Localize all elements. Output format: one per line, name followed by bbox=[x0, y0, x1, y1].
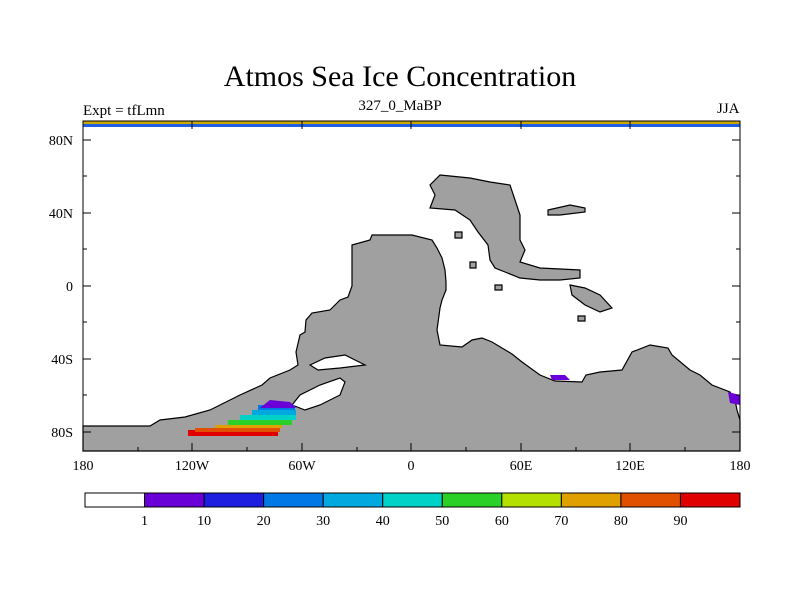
island-6 bbox=[577, 315, 586, 322]
island-4 bbox=[469, 261, 477, 269]
sea-ice-lightblue bbox=[252, 410, 296, 415]
sea-ice-edge-mid bbox=[550, 375, 570, 380]
colorbar-box bbox=[203, 492, 265, 508]
colorbar-box bbox=[84, 492, 146, 508]
lat-ticks bbox=[83, 139, 740, 433]
inland-seas bbox=[291, 354, 368, 411]
colorbar-label: 30 bbox=[316, 514, 330, 529]
lat-labels: 80N 40N 0 40S 80S bbox=[49, 134, 73, 441]
landmass-laurasia bbox=[429, 174, 581, 281]
colorbar-box bbox=[441, 492, 503, 508]
colorbar-box bbox=[620, 492, 681, 508]
lon-label: 60E bbox=[510, 459, 533, 474]
season-label: JJA bbox=[717, 101, 740, 117]
island-5 bbox=[494, 284, 503, 291]
lat-label: 80N bbox=[49, 134, 73, 149]
sea-ice-yellow bbox=[215, 425, 282, 428]
lon-label: 0 bbox=[408, 459, 415, 474]
colorbar-box bbox=[560, 492, 622, 508]
colorbar-label: 60 bbox=[495, 514, 509, 529]
island-1 bbox=[547, 204, 586, 216]
colorbar-labels: 1 10 20 30 40 50 60 70 80 90 bbox=[141, 514, 687, 529]
inland-sea-west bbox=[308, 354, 368, 371]
colorbar-box bbox=[382, 492, 443, 508]
colorbar-label: 10 bbox=[197, 514, 211, 529]
lat-label: 80S bbox=[51, 426, 73, 441]
colorbar-label: 1 bbox=[141, 514, 148, 529]
tick-marks bbox=[83, 121, 740, 451]
inland-sea-south bbox=[291, 377, 346, 411]
lon-ticks bbox=[137, 121, 686, 451]
colorbar-label: 90 bbox=[673, 514, 687, 529]
colorbar-box bbox=[144, 492, 205, 508]
island-2 bbox=[569, 284, 614, 313]
experiment-label: Expt = tfLmn bbox=[83, 103, 165, 119]
lat-label: 40N bbox=[49, 207, 73, 222]
sea-ice-green bbox=[228, 420, 292, 425]
colorbar-label: 50 bbox=[435, 514, 449, 529]
lon-label: 180 bbox=[730, 459, 751, 474]
sea-ice-orange bbox=[195, 428, 280, 432]
landmasses bbox=[82, 174, 741, 452]
lon-label: 180 bbox=[73, 459, 94, 474]
colorbar bbox=[84, 492, 741, 508]
map-title: Atmos Sea Ice Concentration bbox=[223, 60, 577, 93]
island-3 bbox=[454, 231, 463, 239]
colorbar-box bbox=[679, 492, 741, 508]
lon-labels: 180 120W 60W 0 60E 120E 180 bbox=[73, 459, 751, 474]
colorbar-box bbox=[322, 492, 384, 508]
lat-label: 0 bbox=[66, 280, 73, 295]
lon-label: 120W bbox=[175, 459, 210, 474]
lon-label: 120E bbox=[615, 459, 645, 474]
sea-ice-cyan bbox=[240, 415, 296, 420]
sea-ice-violet bbox=[260, 400, 296, 408]
subtitle-label: 327_0_MaBP bbox=[358, 98, 442, 114]
colorbar-box bbox=[501, 492, 562, 508]
colorbar-label: 70 bbox=[554, 514, 568, 529]
colorbar-box bbox=[263, 492, 324, 508]
colorbar-label: 40 bbox=[376, 514, 390, 529]
map-plot-area bbox=[82, 120, 741, 452]
lat-label: 40S bbox=[51, 353, 73, 368]
landmass-pangea bbox=[82, 234, 741, 452]
sea-ice-patches bbox=[188, 375, 740, 436]
colorbar-label: 20 bbox=[257, 514, 271, 529]
colorbar-label: 80 bbox=[614, 514, 628, 529]
lon-label: 60W bbox=[288, 459, 316, 474]
